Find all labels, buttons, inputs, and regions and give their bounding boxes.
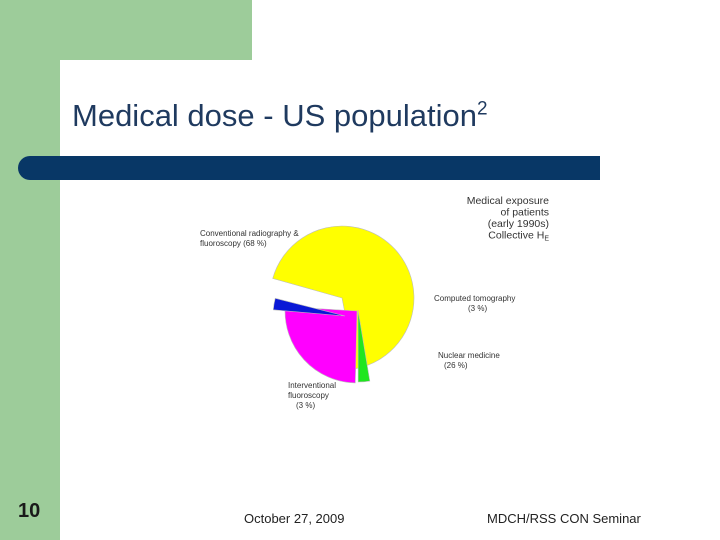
slide-title-superscript: 2 — [476, 98, 488, 120]
chart-title-line: Collective HE — [488, 230, 549, 243]
slide-number: 10 — [18, 500, 41, 522]
top-green-band — [0, 0, 252, 60]
slice-label: Conventional radiography & fluoroscopy (6… — [200, 229, 299, 248]
title-underline-bar — [18, 156, 600, 180]
chart-title-line: of patients — [501, 207, 549, 219]
slide-title: Medical dose - US population2 — [72, 98, 488, 134]
footer-date: October 27, 2009 — [244, 511, 345, 526]
pie-slice-interventional-fluoroscopy — [272, 297, 346, 317]
slice-label: Computed tomography (3 %) — [434, 294, 515, 313]
slice-label: Interventional fluoroscopy (3 %) — [288, 381, 336, 410]
slice-label: Nuclear medicine (26 %) — [438, 351, 500, 370]
chart-title-line: (early 1990s) — [488, 218, 549, 230]
pie-slice-conventional-radiography-fluoroscopy — [272, 225, 415, 370]
left-green-band — [0, 0, 60, 540]
chart-title-line: Medical exposure — [467, 195, 549, 207]
footer-source: MDCH/RSS CON Seminar — [487, 511, 641, 526]
pie-slice-computed-tomography — [357, 309, 371, 383]
slide-title-text: Medical dose - US population — [72, 98, 477, 133]
pie-slice-nuclear-medicine — [284, 306, 358, 384]
